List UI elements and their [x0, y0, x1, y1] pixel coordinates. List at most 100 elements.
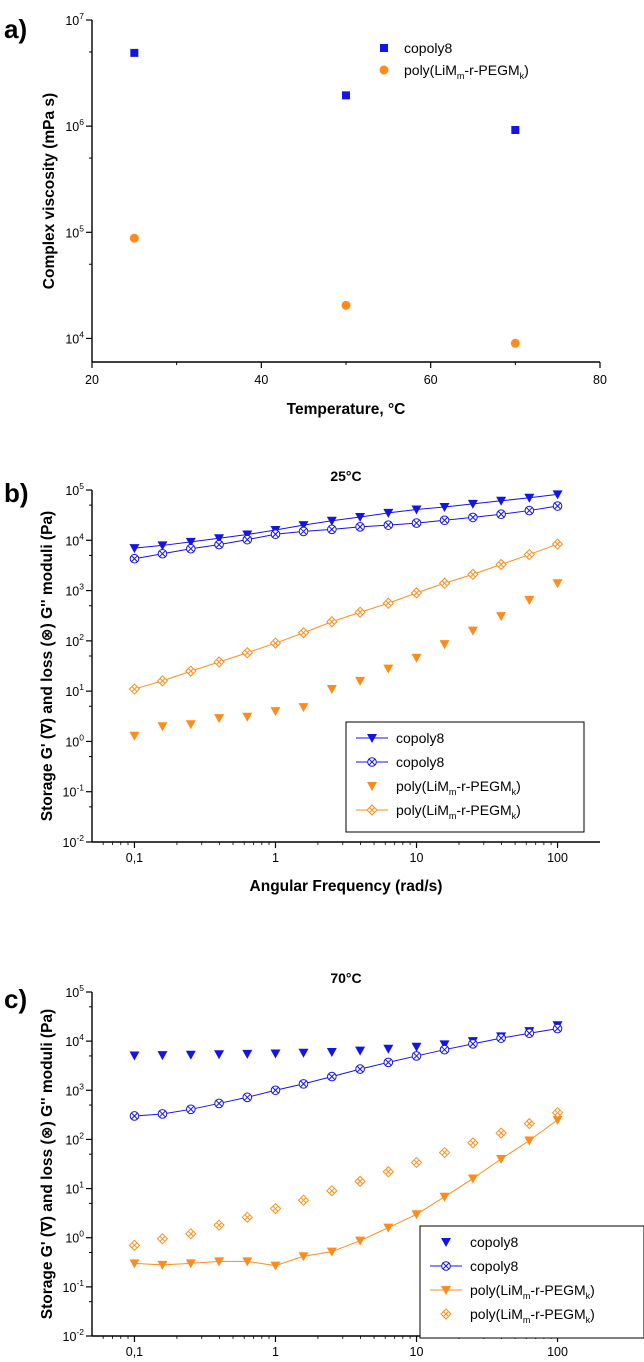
y-tick-label: 104: [65, 329, 84, 346]
svg-text:101: 101: [65, 1180, 84, 1197]
data-point: [439, 1040, 450, 1050]
panel-label: a): [4, 14, 27, 44]
legend: copoly8 poly(LiMm-r-PEGMk): [379, 40, 529, 81]
chart-title: 25°C: [330, 468, 361, 484]
series-4: [128, 538, 564, 695]
svg-text:106: 106: [65, 117, 84, 134]
data-point: [383, 1044, 394, 1054]
data-point: [354, 606, 366, 618]
data-point: [129, 553, 140, 564]
data-point: [552, 490, 563, 500]
data-point: [298, 521, 309, 531]
series-3: [129, 579, 563, 741]
data-point: [326, 1247, 337, 1257]
x-tick-label: 20: [85, 373, 99, 387]
x-tick-label: 40: [254, 373, 268, 387]
data-point: [552, 1115, 563, 1125]
data-point: [129, 731, 140, 741]
x-axis-title: Temperature, °C: [287, 401, 406, 418]
data-point: [382, 597, 395, 609]
legend-label: poly(LiMm-r-PEGMk): [470, 1306, 595, 1325]
data-point: [185, 1228, 197, 1240]
legend: copoly8 copoly8 poly(LiMm-r-PEGMk) poly(LiM…: [345, 721, 585, 833]
svg-text:10-1: 10-1: [63, 783, 85, 800]
x-tick-label: 1: [272, 1345, 279, 1359]
y-tick-label: 10-1: [63, 783, 85, 800]
y-tick-label: 102: [65, 1130, 84, 1147]
y-tick-label: 101: [65, 1180, 84, 1197]
data-point: [327, 1071, 337, 1082]
data-point: [411, 1042, 422, 1052]
data-point: [270, 1261, 281, 1271]
data-point: [552, 1023, 563, 1034]
data-point: [411, 1051, 422, 1061]
legend-label: copoly8: [470, 1258, 518, 1274]
legend-frame: [345, 721, 585, 833]
data-point: [342, 91, 350, 100]
data-point: [242, 1092, 253, 1103]
data-point: [551, 538, 564, 550]
data-point: [467, 626, 478, 636]
svg-text:10-2: 10-2: [63, 1327, 85, 1344]
chart-panel-1: a) 104 105 106 107 20 40 60 80 Temperature, °C Com…: [4, 11, 607, 418]
data-point: [241, 647, 253, 659]
svg-text:10-1: 10-1: [63, 1278, 85, 1295]
data-point: [298, 1079, 309, 1089]
data-point: [214, 1050, 225, 1060]
series-line: [134, 505, 558, 560]
data-point: [511, 125, 520, 134]
data-point: [270, 707, 281, 717]
legend-label: poly(LiMm-r-PEGMk): [396, 802, 521, 821]
data-point: [128, 683, 141, 695]
data-point: [298, 1252, 309, 1262]
x-tick-label: 0,1: [126, 851, 143, 865]
data-point: [156, 675, 169, 687]
svg-text:104: 104: [65, 329, 84, 346]
data-point: [383, 1223, 394, 1233]
legend-marker: [380, 44, 388, 52]
data-point: [185, 720, 196, 730]
legend-marker: [367, 782, 377, 791]
data-point: [157, 1051, 168, 1061]
data-point: [411, 505, 422, 515]
data-point: [269, 637, 282, 649]
data-point: [186, 543, 196, 554]
x-tick-label: 100: [547, 851, 568, 865]
data-point: [410, 1156, 423, 1169]
data-point: [383, 508, 394, 518]
data-point: [326, 516, 337, 526]
series-2: [129, 501, 563, 564]
data-point: [411, 1210, 422, 1220]
data-point: [327, 524, 337, 535]
data-point: [510, 338, 520, 348]
data-point: [496, 509, 506, 520]
data-point: [496, 1154, 507, 1164]
data-point: [157, 1260, 168, 1270]
data-point: [185, 1050, 196, 1060]
data-point: [438, 577, 451, 589]
legend-marker: [441, 1261, 451, 1271]
data-point: [242, 1049, 253, 1059]
svg-text:10-2: 10-2: [63, 833, 85, 850]
series-2: [129, 233, 520, 348]
svg-text:105: 105: [65, 223, 84, 240]
data-point: [326, 1185, 338, 1197]
legend-label: copoly8: [470, 1234, 518, 1250]
svg-text:102: 102: [65, 1130, 84, 1147]
data-point: [157, 541, 168, 551]
data-point: [157, 722, 168, 732]
x-axis-title: Angular Frequency (rad/s): [250, 878, 443, 895]
data-point: [242, 534, 253, 545]
panel-label: c): [4, 984, 27, 1014]
series-4: [128, 1106, 564, 1252]
y-tick-label: 104: [65, 1032, 84, 1049]
data-point: [552, 501, 563, 511]
data-point: [326, 616, 338, 628]
data-point: [382, 1166, 395, 1178]
data-point: [186, 1104, 196, 1115]
data-point: [129, 233, 139, 243]
svg-text:103: 103: [65, 582, 84, 599]
data-point: [355, 1236, 366, 1246]
data-point: [270, 529, 281, 540]
data-point: [213, 1219, 225, 1231]
